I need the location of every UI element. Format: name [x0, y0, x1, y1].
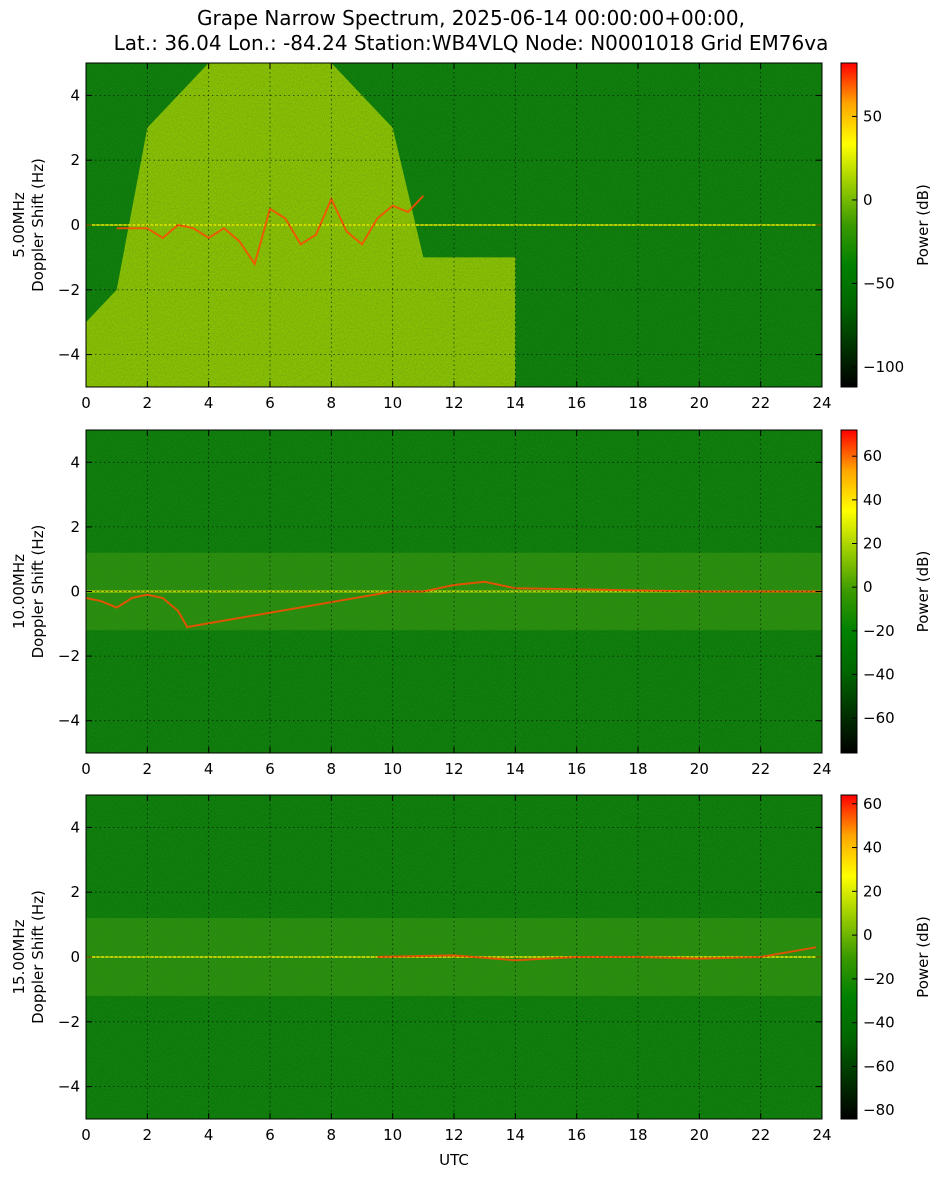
x-tick-label: 6	[265, 760, 275, 778]
colorbar: 60 40 20 0 −20 −40 −60 Power (dB)	[840, 429, 932, 754]
x-tick-label: 16	[567, 394, 586, 412]
colorbar-tick-label: 0	[863, 191, 873, 209]
x-tick-label: 12	[444, 760, 463, 778]
x-tick-label: 22	[751, 760, 770, 778]
colorbar-tick-label: 0	[863, 926, 873, 944]
x-tick-label: 6	[265, 394, 275, 412]
colorbar-tick-label: −50	[863, 274, 895, 292]
colorbar-tick-label: −80	[863, 1101, 895, 1119]
colorbar-tick-label: −40	[863, 1014, 895, 1032]
colorbar-label: Power (dB)	[914, 916, 932, 998]
y-tick-label: −4	[58, 1078, 80, 1096]
colorbar: 50 0 −50 −100 Power (dB)	[840, 62, 932, 388]
colorbar-gradient	[840, 429, 858, 754]
y-tick-label: −2	[58, 281, 80, 299]
y-tick-label: −4	[58, 346, 80, 364]
x-tick-label: 10	[383, 760, 402, 778]
colorbar-tick-label: −100	[863, 358, 904, 376]
x-tick-label: 24	[812, 1126, 831, 1144]
x-tick-label: 20	[690, 394, 709, 412]
x-tick-label: 18	[628, 760, 647, 778]
colorbar-tick-label: −20	[863, 970, 895, 988]
colorbar-tick-label: 40	[863, 491, 882, 509]
x-tick-label: 18	[628, 1126, 647, 1144]
x-tick-label: 14	[506, 760, 525, 778]
x-tick-label: 12	[444, 1126, 463, 1144]
colorbar-tick-label: −20	[863, 622, 895, 640]
doppler-trace	[377, 946, 817, 962]
x-tick-label: 24	[812, 760, 831, 778]
x-tick-label: 20	[690, 760, 709, 778]
y-tick-label: 0	[70, 216, 80, 234]
colorbar-tick-label: 60	[863, 447, 882, 465]
colorbar-tick-label: 50	[863, 107, 882, 125]
x-tick-label: 0	[81, 1126, 91, 1144]
colorbar-label: Power (dB)	[914, 184, 932, 266]
y-tick-label: 4	[70, 453, 80, 471]
colorbar-tick-label: −60	[863, 1057, 895, 1075]
x-tick-label: 18	[628, 394, 647, 412]
doppler-trace	[86, 580, 822, 629]
colorbar-gradient	[840, 62, 858, 388]
colorbar: 60 40 20 0 −20 −40 −60 −80 Power (dB)	[840, 794, 932, 1120]
x-tick-label: 8	[327, 394, 337, 412]
x-axis-label: UTC	[439, 1151, 469, 1169]
chart-title-line-1: Grape Narrow Spectrum, 2025-06-14 00:00:…	[197, 6, 745, 30]
chart-title-line-2: Lat.: 36.04 Lon.: -84.24 Station:WB4VLQ …	[113, 31, 829, 55]
y-tick-label: 0	[70, 583, 80, 601]
y-axis-label-frequency: 15.00MHz	[10, 919, 28, 994]
colorbar-label: Power (dB)	[914, 551, 932, 633]
y-tick-label: 4	[70, 86, 80, 104]
x-tick-label: 10	[383, 394, 402, 412]
x-tick-label: 2	[143, 760, 153, 778]
y-axis-label-frequency: 5.00MHz	[10, 192, 28, 258]
y-axis-label: Doppler Shift (Hz)	[29, 525, 47, 659]
y-tick-label: 0	[70, 948, 80, 966]
y-axis-label: Doppler Shift (Hz)	[29, 158, 47, 292]
doppler-trace	[116, 195, 425, 267]
x-tick-label: 2	[143, 1126, 153, 1144]
colorbar-tick-label: −60	[863, 709, 895, 727]
x-tick-label: 10	[383, 1126, 402, 1144]
y-tick-label: −4	[58, 712, 80, 730]
colorbar-tick-label: 20	[863, 534, 882, 552]
x-tick-label: 4	[204, 394, 214, 412]
x-tick-label: 8	[327, 760, 337, 778]
y-tick-label: 2	[70, 883, 80, 901]
y-axis-label-frequency: 10.00MHz	[10, 554, 28, 629]
x-tick-label: 14	[506, 1126, 525, 1144]
x-tick-label: 22	[751, 1126, 770, 1144]
colorbar-tick-label: 0	[863, 578, 873, 596]
x-tick-label: 0	[81, 394, 91, 412]
y-axis-label: Doppler Shift (Hz)	[29, 890, 47, 1024]
x-tick-label: 6	[265, 1126, 275, 1144]
x-tick-label: 2	[143, 394, 153, 412]
x-tick-label: 4	[204, 760, 214, 778]
x-tick-label: 22	[751, 394, 770, 412]
y-tick-label: 2	[70, 518, 80, 536]
x-tick-label: 0	[81, 760, 91, 778]
colorbar-tick-label: 40	[863, 839, 882, 857]
x-tick-label: 16	[567, 1126, 586, 1144]
y-tick-label: −2	[58, 1013, 80, 1031]
y-tick-label: 4	[70, 818, 80, 836]
colorbar-gradient	[840, 794, 858, 1120]
x-tick-label: 12	[444, 394, 463, 412]
x-tick-label: 24	[812, 394, 831, 412]
x-tick-label: 16	[567, 760, 586, 778]
y-tick-label: 2	[70, 151, 80, 169]
x-tick-label: 8	[327, 1126, 337, 1144]
colorbar-tick-label: 60	[863, 795, 882, 813]
colorbar-tick-label: −40	[863, 665, 895, 683]
colorbar-tick-label: 20	[863, 882, 882, 900]
x-tick-label: 4	[204, 1126, 214, 1144]
x-tick-label: 14	[506, 394, 525, 412]
y-tick-label: −2	[58, 647, 80, 665]
x-tick-label: 20	[690, 1126, 709, 1144]
